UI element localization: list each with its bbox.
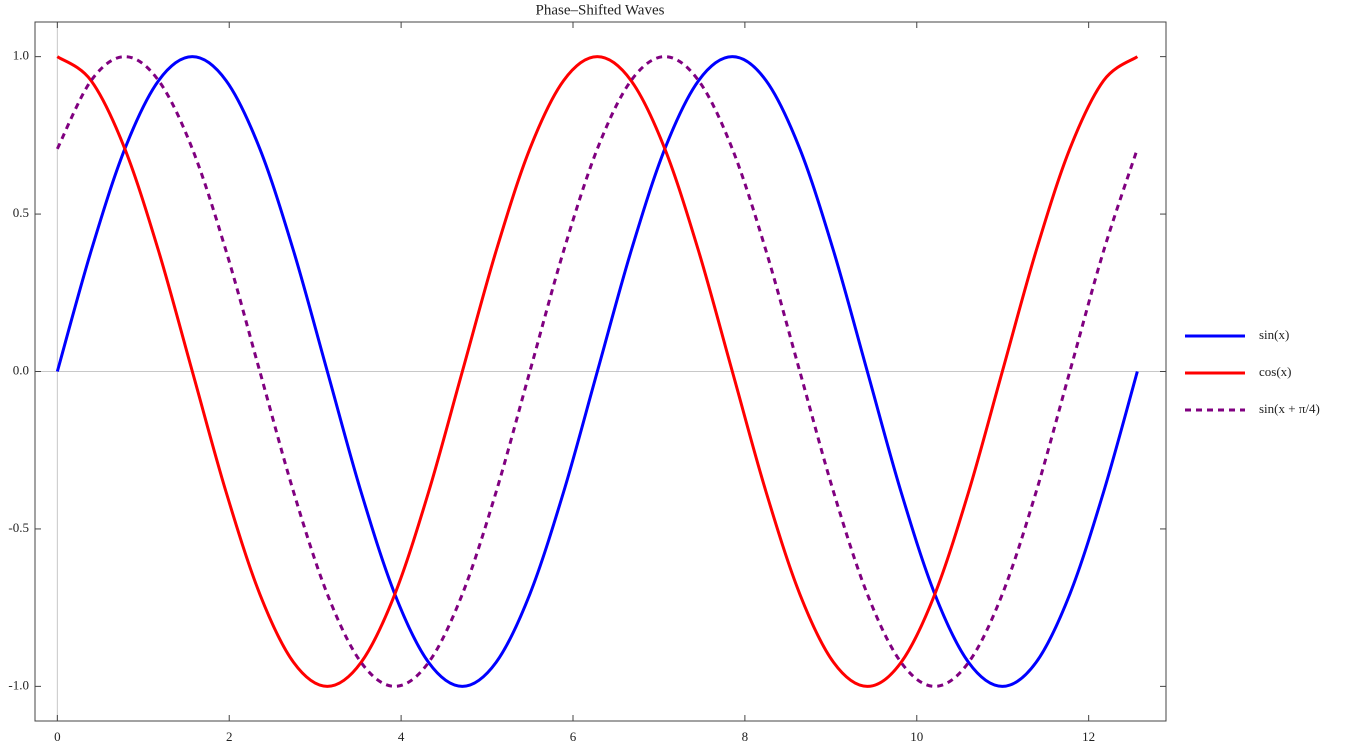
chart-title: Phase–Shifted Waves [536,2,665,18]
y-tick-label: 1.0 [13,48,29,63]
legend-label: sin(x) [1259,327,1289,342]
y-tick-label: 0.5 [13,205,29,220]
x-tick-label: 8 [742,729,749,744]
y-tick-label: -0.5 [8,520,29,535]
y-tick-label: 0.0 [13,362,29,377]
x-tick-label: 12 [1082,729,1095,744]
x-tick-label: 10 [910,729,923,744]
line-series [55,55,1139,688]
line-series [56,55,1139,688]
legend-label: sin(x + π/4) [1259,401,1320,416]
x-tick-label: 6 [570,729,577,744]
legend-label: cos(x) [1259,364,1292,379]
y-tick-label: -1.0 [8,677,29,692]
x-tick-label: 2 [226,729,233,744]
x-tick-label: 4 [398,729,405,744]
x-tick-label: 0 [54,729,61,744]
